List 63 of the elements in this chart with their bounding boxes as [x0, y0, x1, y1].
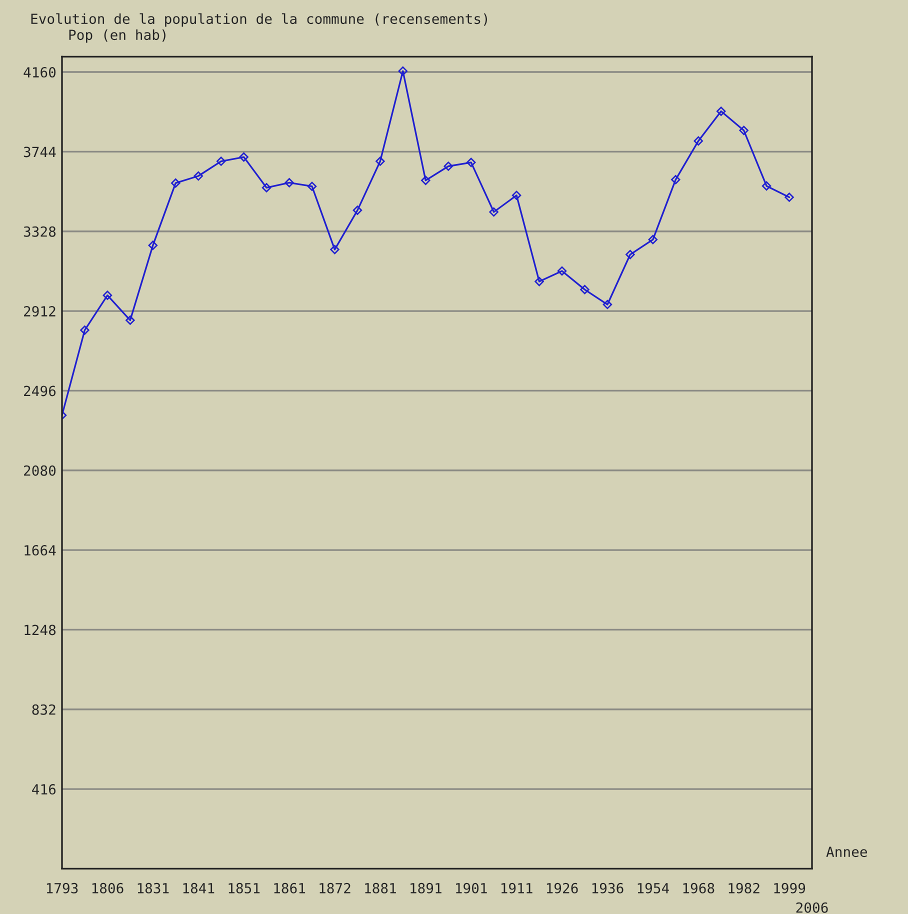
point	[466, 158, 476, 168]
point	[80, 326, 90, 335]
y-tick-label: 832	[32, 704, 56, 715]
x-tick-label: 1891	[410, 882, 442, 894]
point	[148, 240, 158, 250]
point	[171, 178, 180, 188]
point	[602, 300, 612, 310]
point	[739, 126, 748, 136]
y-tick-label: 1248	[24, 624, 56, 636]
y-axis-title: Pop (en hab)	[69, 29, 166, 43]
y-tick-label: 1664	[24, 545, 56, 556]
x-tick-label: 1911	[501, 882, 532, 894]
point	[489, 207, 498, 217]
x-tick-label: 1861	[274, 882, 306, 894]
point	[330, 244, 340, 254]
point	[444, 162, 453, 171]
point	[671, 175, 680, 184]
point	[216, 156, 226, 166]
x-axis-title: Annee	[826, 846, 867, 858]
x-tick-label: 1881	[365, 882, 396, 894]
point	[352, 206, 362, 215]
point	[534, 276, 544, 286]
x-tick-label: 1793	[46, 882, 78, 894]
point	[762, 181, 772, 191]
x-tick-label: 1806	[92, 882, 124, 894]
x-tick-label: 1968	[683, 882, 714, 894]
y-tick-label: 3328	[24, 226, 56, 237]
point	[626, 250, 635, 260]
point	[102, 290, 112, 300]
x-tick-label: 1872	[320, 882, 350, 894]
point	[398, 66, 408, 76]
x-tick-label: 1841	[183, 882, 214, 894]
point	[376, 156, 385, 166]
x-tick-label: 1936	[592, 882, 624, 894]
x-tick-label: 1954	[638, 882, 669, 894]
point	[557, 266, 567, 276]
chart-title: Evolution de la population de la commune (recensements)	[31, 13, 488, 27]
point	[307, 182, 317, 191]
y-tick-label: 2912	[24, 306, 56, 317]
point	[716, 106, 726, 116]
x-tick-label: 1926	[546, 882, 578, 894]
x-tick-label: 1831	[138, 882, 169, 894]
point	[648, 234, 658, 244]
point	[421, 176, 430, 186]
y-tick-label: 2080	[24, 465, 56, 476]
y-tick-label: 2496	[24, 386, 56, 396]
x-tick-label: 2006	[796, 902, 828, 913]
point	[239, 152, 248, 162]
point	[784, 192, 794, 202]
point	[580, 284, 590, 294]
x-tick-label: 1901	[456, 882, 487, 894]
point	[126, 316, 135, 325]
x-tick-label: 1999	[774, 882, 806, 894]
point	[194, 171, 203, 181]
x-tick-label: 1851	[228, 882, 260, 894]
x-tick-label: 1982	[728, 882, 760, 894]
y-tick-label: 416	[32, 784, 56, 795]
y-tick-label: 3744	[24, 146, 56, 158]
point	[262, 183, 272, 192]
point	[694, 136, 703, 146]
y-tick-label: 4160	[24, 67, 56, 78]
point	[512, 190, 522, 200]
point	[284, 178, 294, 188]
